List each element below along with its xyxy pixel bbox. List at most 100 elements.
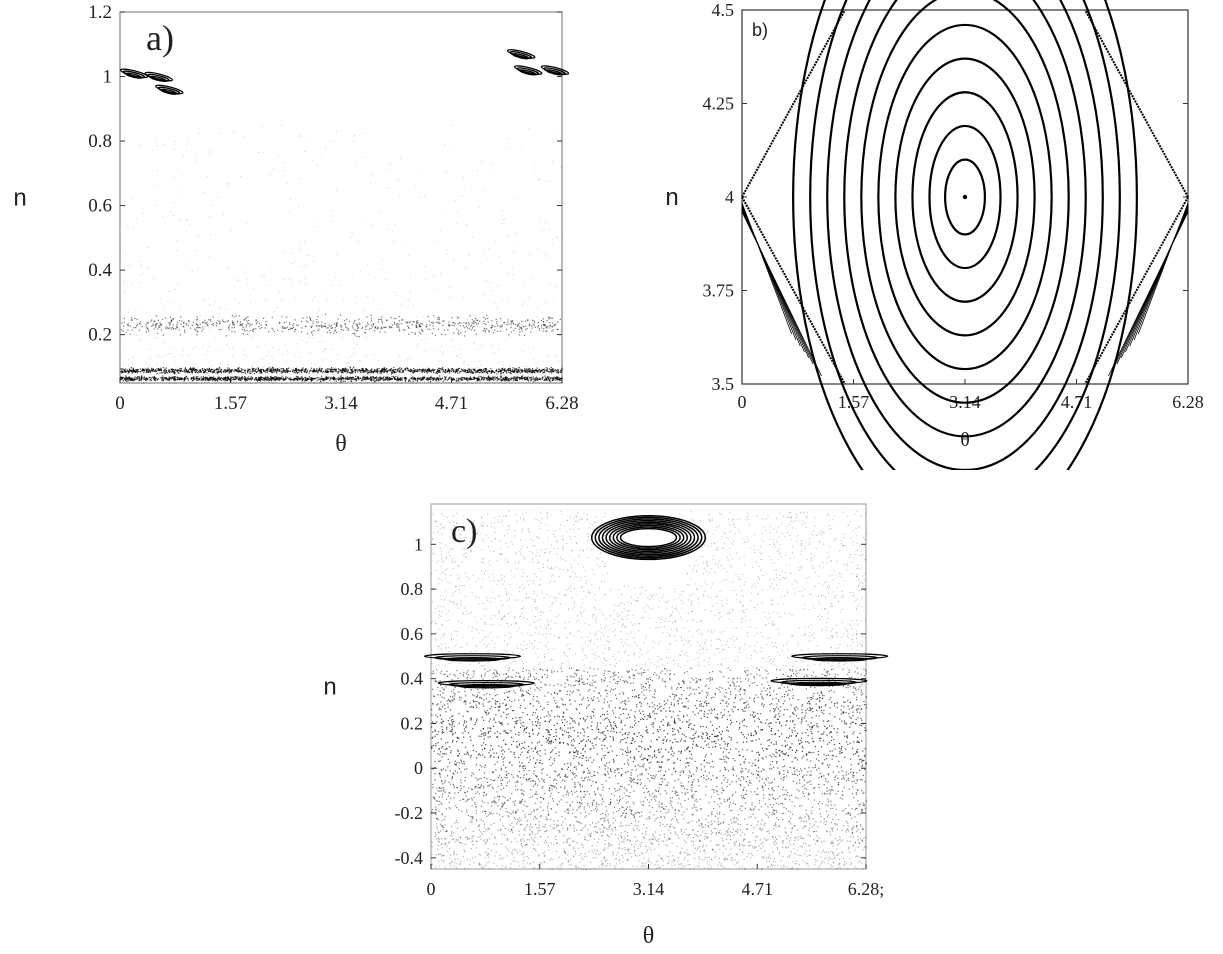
orbit-point [385, 326, 387, 328]
orbit-point [414, 377, 416, 379]
orbit-point [231, 320, 234, 322]
orbit-point [295, 296, 297, 298]
orbit-point [542, 376, 544, 378]
orbit-point [127, 380, 129, 382]
orbit-point [295, 378, 297, 381]
orbit-point [410, 372, 412, 374]
orbit-point [337, 371, 339, 373]
orbit-point [509, 368, 511, 370]
orbit-point [228, 379, 230, 381]
orbit-point [555, 382, 557, 384]
orbit-point [780, 725, 783, 727]
orbit-point [208, 215, 210, 217]
orbit-point [397, 380, 399, 382]
orbit-point [510, 326, 512, 328]
orbit-point [176, 373, 178, 375]
orbit-point [282, 370, 285, 372]
orbit-point [168, 379, 170, 382]
orbit-point [165, 379, 167, 381]
orbit-point [298, 377, 300, 379]
orbit-point [305, 137, 307, 139]
orbit-point [294, 378, 296, 380]
orbit-point [496, 373, 498, 375]
orbit-point [151, 325, 153, 327]
orbit-point [456, 328, 458, 330]
orbit-point [360, 369, 363, 371]
orbit-point [159, 326, 161, 328]
orbit-point [517, 324, 519, 326]
orbit-point [159, 322, 161, 324]
island-orbit [160, 88, 178, 95]
orbit-point [473, 320, 475, 322]
orbit-point [433, 328, 435, 330]
orbit-point [160, 324, 162, 326]
orbit-point [537, 734, 539, 736]
orbit-point [391, 375, 393, 378]
orbit-point [534, 380, 536, 382]
orbit-point [524, 369, 526, 371]
orbit-point [357, 371, 359, 373]
orbit-point [241, 333, 243, 335]
orbit-point [340, 372, 343, 374]
orbit-point [331, 366, 333, 369]
orbit-point [440, 367, 442, 370]
orbit-point [275, 369, 277, 371]
orbit-point [619, 785, 622, 788]
orbit-point [528, 369, 530, 371]
orbit-point [622, 679, 624, 682]
orbit-point [216, 373, 219, 375]
orbit-point [549, 377, 551, 379]
orbit-point [288, 370, 290, 372]
orbit-point [433, 369, 435, 371]
orbit-point [224, 369, 226, 371]
orbit-point [169, 327, 171, 329]
orbit-point [244, 271, 246, 273]
orbit-point [162, 381, 164, 383]
orbit-point [466, 678, 468, 680]
orbit-point [380, 371, 382, 373]
orbit-point [364, 331, 366, 334]
x-axis-label: θ [960, 429, 970, 451]
orbit-point [298, 368, 300, 371]
orbit-point [471, 319, 473, 321]
orbit-point [174, 369, 176, 372]
orbit-point [580, 752, 582, 754]
orbit-point [499, 369, 502, 371]
y-tick-label: 1.2 [88, 2, 112, 23]
orbit-point [243, 369, 246, 372]
orbit-point [845, 820, 848, 822]
orbit-point [470, 329, 473, 331]
orbit-point [457, 370, 459, 372]
orbit-point [268, 378, 271, 380]
orbit-point [148, 332, 150, 334]
orbit-point [203, 368, 206, 370]
orbit-point [373, 379, 375, 382]
orbit-point [285, 321, 287, 323]
orbit-point [566, 693, 568, 696]
orbit-point [368, 274, 370, 276]
orbit-point [362, 368, 364, 370]
orbit-point [397, 368, 399, 370]
orbit-point [386, 372, 388, 374]
orbit-point [509, 367, 511, 369]
orbit-point [716, 776, 718, 779]
orbit-point [240, 176, 242, 178]
orbit-point [503, 374, 505, 376]
orbit-point [531, 371, 533, 374]
orbit-point [511, 320, 513, 323]
panel-label: b) [752, 20, 768, 40]
orbit-point [524, 301, 526, 303]
orbit-point [214, 379, 217, 382]
orbit-point [340, 369, 342, 372]
orbit-point [595, 853, 597, 855]
orbit-point [770, 729, 772, 731]
orbit-point [215, 336, 217, 338]
orbit-point [376, 371, 379, 373]
orbit-point [340, 328, 343, 331]
orbit-point [639, 673, 641, 675]
orbit-point [143, 377, 145, 380]
orbit-point [173, 356, 175, 358]
orbit-point [857, 740, 859, 742]
orbit-point [690, 693, 692, 695]
orbit-point [266, 369, 268, 372]
